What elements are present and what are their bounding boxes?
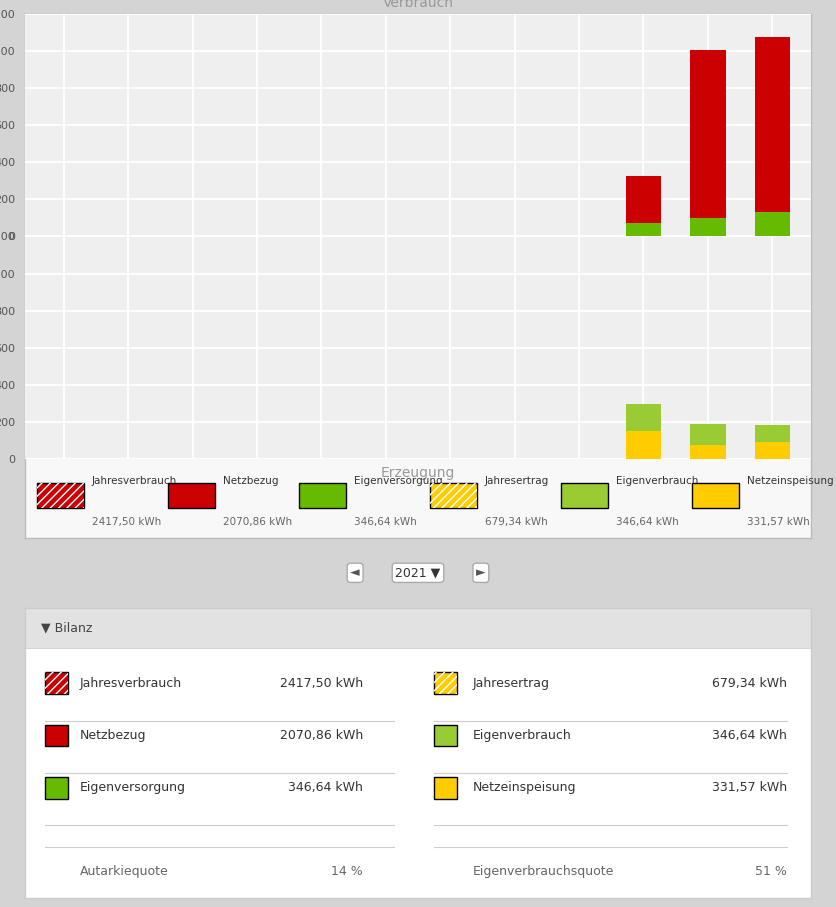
- Text: 679,34 kWh: 679,34 kWh: [485, 517, 548, 527]
- Text: Eigenversorgung: Eigenversorgung: [80, 781, 186, 795]
- FancyBboxPatch shape: [434, 672, 457, 694]
- Text: Eigenversorgung: Eigenversorgung: [354, 476, 442, 486]
- Text: 2070,86 kWh: 2070,86 kWh: [223, 517, 292, 527]
- Bar: [755, 442, 790, 459]
- Text: Netzeinspeisung: Netzeinspeisung: [473, 781, 577, 795]
- Bar: [755, 212, 790, 237]
- Text: Jahresertrag: Jahresertrag: [473, 677, 550, 689]
- Text: Eigenverbrauchsquote: Eigenverbrauchsquote: [473, 865, 614, 878]
- Bar: [755, 424, 790, 442]
- FancyBboxPatch shape: [45, 725, 69, 746]
- FancyBboxPatch shape: [168, 483, 215, 508]
- Text: 331,57 kWh: 331,57 kWh: [712, 781, 788, 795]
- Text: 346,64 kWh: 346,64 kWh: [616, 517, 679, 527]
- FancyBboxPatch shape: [561, 483, 608, 508]
- Text: Netzbezug: Netzbezug: [223, 476, 278, 486]
- Text: 2417,50 kWh: 2417,50 kWh: [280, 677, 363, 689]
- Text: Jahresverbrauch: Jahresverbrauch: [92, 476, 177, 486]
- FancyBboxPatch shape: [45, 672, 69, 694]
- Text: Jahresverbrauch: Jahresverbrauch: [80, 677, 182, 689]
- Text: ▼ Bilanz: ▼ Bilanz: [41, 621, 92, 635]
- Text: 679,34 kWh: 679,34 kWh: [712, 677, 788, 689]
- FancyBboxPatch shape: [37, 483, 84, 508]
- Text: 2070,86 kWh: 2070,86 kWh: [280, 729, 363, 742]
- Bar: [625, 405, 661, 432]
- Text: Netzeinspeisung: Netzeinspeisung: [747, 476, 833, 486]
- Bar: [691, 50, 726, 218]
- FancyBboxPatch shape: [430, 483, 477, 508]
- Text: 51 %: 51 %: [756, 865, 788, 878]
- Text: ◄: ◄: [350, 566, 360, 580]
- Text: 2417,50 kWh: 2417,50 kWh: [92, 517, 161, 527]
- Text: 14 %: 14 %: [331, 865, 363, 878]
- Bar: [691, 424, 726, 445]
- FancyBboxPatch shape: [434, 725, 457, 746]
- Text: 346,64 kWh: 346,64 kWh: [354, 517, 416, 527]
- Bar: [691, 445, 726, 459]
- Bar: [691, 218, 726, 237]
- FancyBboxPatch shape: [298, 483, 346, 508]
- Text: 331,57 kWh: 331,57 kWh: [747, 517, 809, 527]
- Text: 2021 ▼: 2021 ▼: [395, 566, 441, 580]
- Text: 346,64 kWh: 346,64 kWh: [288, 781, 363, 795]
- Text: Jahresertrag: Jahresertrag: [485, 476, 549, 486]
- FancyBboxPatch shape: [691, 483, 739, 508]
- Bar: [755, 37, 790, 212]
- Text: 346,64 kWh: 346,64 kWh: [712, 729, 788, 742]
- Title: Verbrauch: Verbrauch: [383, 0, 453, 10]
- Text: Netzbezug: Netzbezug: [80, 729, 146, 742]
- Text: Erzeugung: Erzeugung: [381, 465, 455, 480]
- Text: Eigenverbrauch: Eigenverbrauch: [616, 476, 698, 486]
- Text: Autarkiequote: Autarkiequote: [80, 865, 169, 878]
- FancyBboxPatch shape: [45, 776, 69, 798]
- Text: ►: ►: [476, 566, 486, 580]
- Bar: [625, 176, 661, 223]
- FancyBboxPatch shape: [434, 776, 457, 798]
- Text: Eigenverbrauch: Eigenverbrauch: [473, 729, 572, 742]
- Bar: [625, 432, 661, 459]
- Bar: [625, 223, 661, 237]
- FancyBboxPatch shape: [25, 608, 811, 649]
